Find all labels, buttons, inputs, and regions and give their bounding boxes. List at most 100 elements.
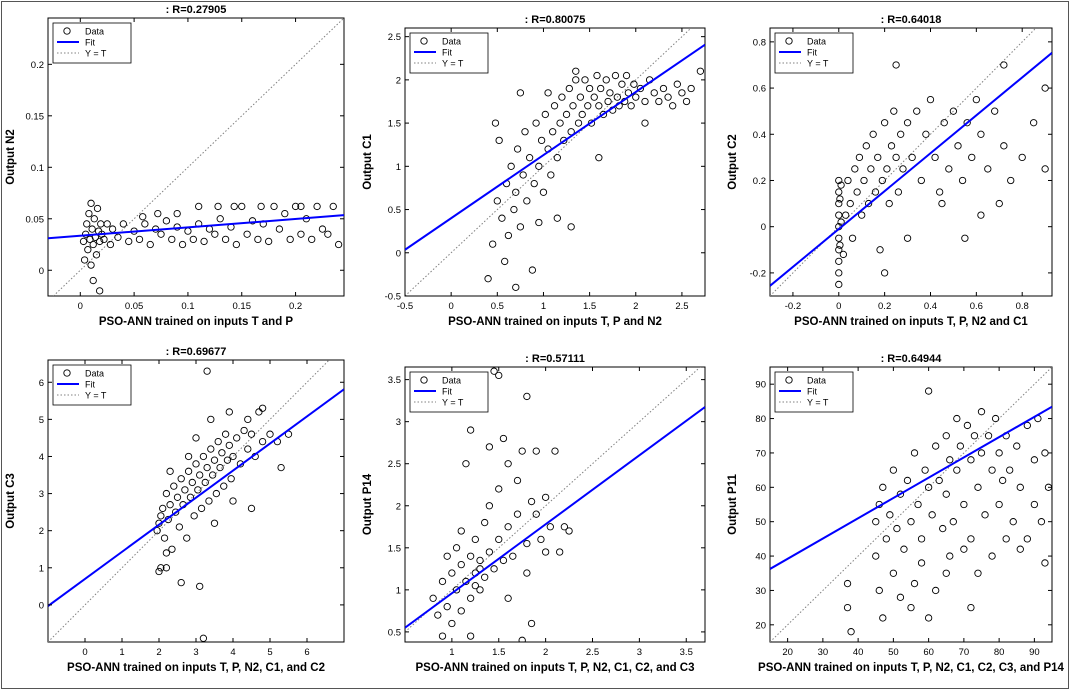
data-point [844,176,852,185]
data-point [1009,518,1017,526]
data-point [537,535,545,544]
data-point [999,476,1007,485]
data-point [967,535,975,543]
x-axis-label: PSO-ANN trained on inputs T, P, N2, C1, … [415,662,694,674]
data-points [484,67,705,292]
data-point [995,449,1003,457]
data-point [208,471,217,479]
data-point [940,119,948,127]
identity-line [770,367,1052,642]
data-point [504,523,512,531]
data-point [258,437,267,446]
data-point [984,432,993,440]
data-point [476,586,484,594]
chart-title: : R=0.69677 [166,346,227,358]
data-point [490,367,498,375]
data-point [869,130,877,138]
data-point [518,447,526,455]
data-point [880,269,889,277]
y-axis-label: Output C3 [5,473,17,529]
data-point [168,545,176,553]
data-point [87,261,95,269]
data-point [495,371,503,380]
data-point [178,240,187,249]
legend-label: Fit [807,48,817,58]
data-point [1006,466,1014,474]
chart-title: : R=0.80075 [525,14,586,26]
data-point [232,240,241,249]
data-point [495,535,503,544]
data-point [977,449,986,457]
data-point [498,214,506,222]
data-point [275,225,284,233]
data-point [197,504,206,513]
data-point [525,154,534,162]
data-point [466,594,475,602]
data-point [581,76,589,84]
data-point [318,225,327,233]
y-tick-label: 0.5 [388,205,401,216]
data-point [584,102,592,110]
data-point [247,504,256,513]
data-point [970,432,979,440]
data-point [233,434,241,442]
data-point [977,211,985,219]
data-point [87,199,95,207]
legend-label: Y = T [85,49,107,59]
data-point [939,524,947,533]
x-tick-label: 2 [156,647,161,658]
data-point [991,414,1000,423]
data-point [917,535,926,543]
data-point [240,426,248,435]
data-point [945,165,953,173]
data-point [974,483,982,491]
x-tick-label: 0 [836,301,841,312]
y-tick-label: 1 [39,563,44,574]
data-point [876,246,884,254]
data-point [216,463,224,472]
x-tick-label: 5 [267,647,272,658]
y-tick-label: 3 [39,489,44,500]
y-tick-label: 4 [39,452,44,463]
data-point [611,71,620,80]
data-point [1000,142,1008,150]
y-tick-label: 0 [39,266,44,277]
legend-label: Fit [442,48,452,58]
data-point [917,176,925,185]
data-point [541,548,550,556]
data-point [696,67,705,75]
y-tick-label: 0.1 [31,163,44,174]
data-point [297,202,305,211]
data-point [606,89,614,97]
y-tick-label: 50 [755,517,766,528]
data-point [942,490,950,498]
data-point [212,489,221,498]
data-point [921,466,929,474]
data-point [218,449,226,457]
data-point [491,119,500,127]
data-point [908,153,916,162]
y-axis-label: Output C2 [727,134,739,190]
data-point [177,475,185,483]
data-point [523,569,531,577]
data-point [214,202,222,211]
legend-label: Fit [442,387,452,397]
data-point [195,202,203,211]
x-tick-label: 0.5 [491,301,504,312]
data-point [438,577,447,586]
data-point [221,235,230,244]
data-point [572,76,580,84]
data-point [485,443,494,451]
x-axis-label: PSO-ANN trained on inputs T, P, N2, C1, … [67,662,325,674]
y-tick-label: 0.05 [26,214,45,225]
data-point [227,475,235,483]
data-point [560,523,569,531]
data-point [590,93,598,101]
data-point [247,430,256,438]
data-point [528,266,537,274]
data-point [604,97,612,106]
fit-line [770,52,1052,287]
legend-label: Data [442,376,461,386]
y-tick-label: 0.4 [753,130,766,141]
